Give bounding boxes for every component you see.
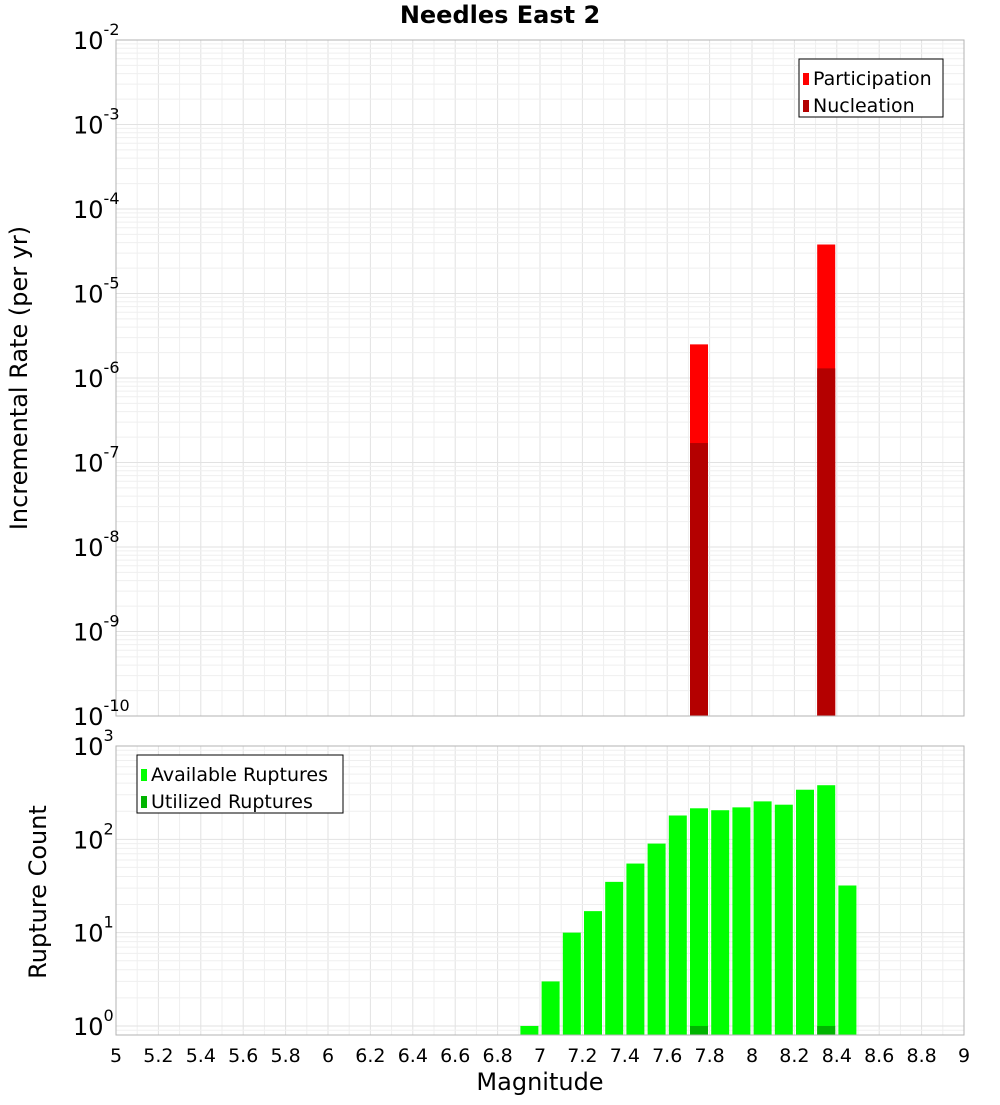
- y-tick-exponent: -4: [104, 189, 120, 208]
- y-tick-label: 10-4: [73, 189, 120, 224]
- bar-available-ruptures: [774, 804, 793, 1035]
- y-tick-exponent: -7: [104, 443, 120, 462]
- bar-available-ruptures: [605, 881, 624, 1035]
- legend: Available Ruptures Utilized Ruptures: [136, 754, 344, 814]
- y-tick-label: 103: [73, 726, 114, 761]
- legend-box: [798, 58, 944, 118]
- bar-available-ruptures: [562, 932, 581, 1035]
- y-tick-exponent: -2: [104, 20, 120, 39]
- y-tick-label: 10-3: [73, 105, 120, 140]
- legend-box: [136, 754, 344, 814]
- bar-nucleation: [690, 443, 708, 716]
- y-tick-exponent: -9: [104, 612, 120, 631]
- x-tick-label: 5.8: [270, 1045, 300, 1067]
- x-tick-label: 5.4: [186, 1045, 216, 1067]
- x-tick-label: 6.8: [482, 1045, 512, 1067]
- x-tick-label: 7: [534, 1045, 546, 1067]
- bar-utilized-ruptures: [690, 1025, 708, 1035]
- x-tick-label: 7.2: [567, 1045, 597, 1067]
- y-tick-exponent: -6: [104, 358, 120, 377]
- y-tick-exponent: 1: [104, 913, 114, 932]
- rate-panel: 10-10 10-9 10-8 10-7 10-6 10-5 10-4 10-3 10-2 Par…: [73, 20, 965, 731]
- bar-available-ruptures: [838, 885, 857, 1035]
- y-tick-label: 10-10: [73, 696, 130, 731]
- count-y-axis-label: Rupture Count: [24, 805, 52, 979]
- x-tick-label: 8.8: [906, 1045, 936, 1067]
- bar-available-ruptures: [668, 815, 687, 1035]
- x-tick-label: 6.6: [440, 1045, 470, 1067]
- legend-entry: Participation: [813, 68, 932, 90]
- y-tick-exponent: -10: [104, 696, 130, 715]
- chart-title: Needles East 2: [400, 1, 600, 29]
- bar-available-ruptures: [584, 911, 602, 1035]
- x-tick-label: 8.2: [779, 1045, 809, 1067]
- bar-available-ruptures: [711, 810, 730, 1035]
- plot-frame: [115, 745, 965, 1036]
- x-tick-label: 6: [322, 1045, 334, 1067]
- legend-entry: Nucleation: [813, 95, 915, 117]
- x-tick-label: 7.8: [694, 1045, 724, 1067]
- bar-available-ruptures: [796, 789, 814, 1035]
- x-tick-label: 7.4: [610, 1045, 640, 1067]
- y-tick-exponent: 0: [104, 1006, 114, 1025]
- x-tick-label: 7.6: [652, 1045, 682, 1067]
- legend-swatch: [141, 796, 147, 808]
- bar-available-ruptures: [647, 843, 666, 1035]
- y-tick-label: 10-9: [73, 612, 120, 647]
- bar-utilized-ruptures: [817, 1025, 836, 1035]
- y-tick-exponent: -5: [104, 274, 120, 293]
- y-tick-label: 10-5: [73, 274, 120, 309]
- x-tick-label: 8.4: [822, 1045, 852, 1067]
- bar-available-ruptures: [817, 785, 836, 1035]
- y-tick-exponent: -8: [104, 527, 120, 546]
- legend-entry: Utilized Ruptures: [151, 791, 313, 813]
- bar-available-ruptures: [753, 801, 772, 1035]
- legend-swatch: [803, 100, 809, 112]
- x-tick-label: 5.2: [143, 1045, 173, 1067]
- y-tick-label: 10-8: [73, 527, 120, 562]
- y-tick-label: 101: [73, 913, 114, 948]
- y-tick-label: 10-6: [73, 358, 120, 393]
- legend-swatch: [141, 769, 147, 781]
- x-tick-label: 5.6: [228, 1045, 258, 1067]
- x-tick-label: 8: [746, 1045, 758, 1067]
- y-tick-exponent: 3: [104, 726, 114, 745]
- x-tick-label: 8.6: [864, 1045, 894, 1067]
- y-tick-exponent: -3: [104, 105, 120, 124]
- y-tick-label: 10-7: [73, 443, 120, 478]
- bar-available-ruptures: [690, 808, 708, 1035]
- bar-available-ruptures: [732, 807, 751, 1035]
- x-axis-label: Magnitude: [476, 1068, 603, 1096]
- bar-nucleation: [817, 368, 836, 716]
- x-tick-label: 6.2: [355, 1045, 385, 1067]
- x-tick-label: 9: [958, 1045, 970, 1067]
- bar-available-ruptures: [541, 981, 560, 1035]
- x-tick-label: 5: [110, 1045, 122, 1067]
- bar-available-ruptures: [626, 863, 645, 1035]
- plot-frame: [115, 39, 965, 717]
- rate-y-axis-label: Incremental Rate (per yr): [5, 226, 33, 530]
- x-tick-label: 6.4: [398, 1045, 428, 1067]
- legend-entry: Available Ruptures: [151, 764, 328, 786]
- y-tick-exponent: 2: [104, 819, 114, 838]
- legend: Participation Nucleation: [798, 58, 944, 118]
- bar-available-ruptures: [520, 1025, 539, 1035]
- y-tick-label: 102: [73, 819, 114, 854]
- legend-swatch: [803, 73, 809, 85]
- y-tick-label: 100: [73, 1006, 114, 1041]
- y-tick-label: 10-2: [73, 20, 120, 55]
